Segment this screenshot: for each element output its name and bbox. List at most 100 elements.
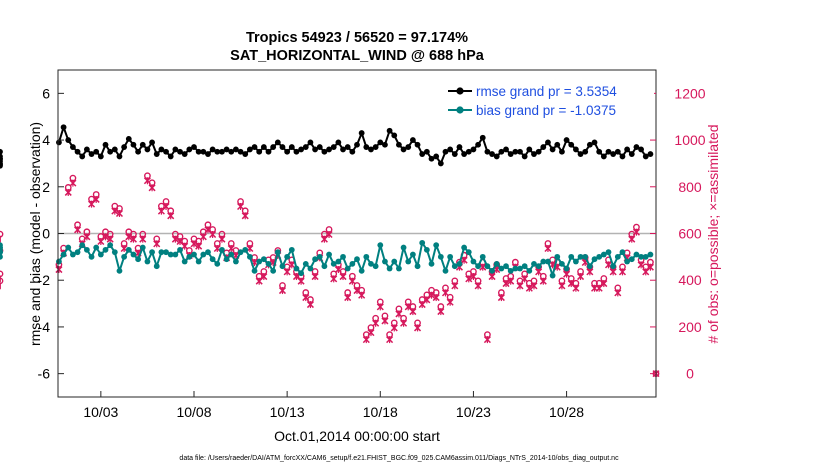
- rmse-point: [135, 148, 142, 155]
- bias-point: [195, 258, 202, 265]
- obs-assimilated-marker: [278, 287, 287, 295]
- rmse-point: [489, 151, 495, 157]
- bias-point: [97, 251, 104, 258]
- y2-tick-label: 600: [678, 226, 702, 242]
- obs-assimilated-marker: [516, 282, 524, 290]
- obs-assimilated-marker: [162, 202, 170, 211]
- bias-point: [517, 265, 523, 272]
- bias-point: [582, 253, 589, 260]
- rmse-point: [647, 151, 654, 157]
- obs-assimilated-marker: [74, 226, 82, 234]
- bias-point: [111, 249, 118, 256]
- obs-assimilated-marker: [646, 263, 654, 271]
- rmse-point: [559, 148, 565, 155]
- rmse-point: [535, 148, 542, 155]
- y-tick-label: -2: [38, 272, 51, 288]
- obs-assimilated-marker: [218, 235, 226, 243]
- rmse-point: [503, 146, 509, 153]
- rmse-point: [484, 148, 491, 155]
- bias-point: [535, 263, 542, 270]
- bias-point: [88, 253, 95, 260]
- rmse-point: [219, 148, 225, 155]
- bias-point: [228, 251, 235, 258]
- bias-point: [316, 253, 323, 260]
- rmse-point: [74, 148, 81, 155]
- legend-bias-label: bias grand pr = -1.0375: [476, 103, 616, 118]
- rmse-point: [191, 144, 197, 150]
- rmse-point: [270, 144, 277, 150]
- rmse-point: [498, 148, 505, 155]
- obs-assimilated-marker: [600, 280, 608, 288]
- obs-assimilated-marker: [521, 275, 529, 283]
- y2-tick-label: 800: [678, 179, 702, 195]
- bias-point: [498, 265, 505, 272]
- obs-assimilated-marker: [367, 329, 375, 337]
- rmse-point: [456, 144, 463, 150]
- bias-point: [186, 253, 193, 260]
- bias-point: [451, 263, 458, 270]
- bias-point: [382, 258, 388, 265]
- obs-assimilated-marker: [483, 336, 491, 344]
- bias-point: [79, 242, 86, 249]
- bias-point: [479, 253, 486, 260]
- plot-area: [0, 124, 660, 378]
- obs-assimilated-marker: [106, 235, 114, 243]
- rmse-point: [209, 146, 216, 153]
- rmse-point: [479, 134, 486, 141]
- obs-assimilated-marker: [469, 273, 477, 281]
- bias-point: [130, 251, 137, 258]
- bias-point: [65, 244, 72, 251]
- bias-point: [0, 253, 3, 260]
- obs-assimilated-marker: [535, 268, 543, 276]
- obs-assimilated-marker: [148, 184, 156, 192]
- rmse-point: [256, 148, 263, 155]
- rmse-point: [465, 148, 472, 155]
- bias-point: [568, 253, 575, 260]
- obs-assimilated-marker: [376, 303, 384, 311]
- rmse-point: [507, 151, 514, 157]
- bias-point: [391, 258, 398, 265]
- y-tick-label: -4: [38, 319, 51, 335]
- obs-assimilated-marker: [488, 273, 496, 281]
- bias-point: [633, 251, 640, 258]
- rmse-point: [293, 148, 300, 155]
- bias-point: [200, 251, 207, 258]
- rmse-point: [433, 153, 440, 160]
- bias-point: [293, 265, 300, 272]
- rmse-point: [149, 139, 155, 146]
- rmse-point: [624, 146, 631, 153]
- rmse-point: [582, 148, 589, 155]
- bias-point: [321, 263, 328, 270]
- bias-point: [419, 239, 426, 246]
- rmse-point: [409, 137, 416, 143]
- rmse-point: [363, 144, 370, 150]
- rmse-point: [382, 141, 388, 148]
- y-tick-label: -6: [38, 366, 51, 382]
- legend-rmse-label: rmse grand pr = 3.5354: [476, 84, 617, 99]
- obs-assimilated-marker: [432, 294, 440, 302]
- bias-point: [507, 267, 514, 274]
- obs-assimilated-marker: [167, 212, 175, 220]
- rmse-point: [316, 144, 323, 150]
- obs-assimilated-marker: [465, 275, 473, 283]
- rmse-point: [158, 146, 165, 153]
- bias-point: [107, 242, 114, 249]
- rmse-point: [130, 141, 137, 148]
- obs-assimilated-marker: [237, 202, 245, 211]
- rmse-point: [186, 146, 193, 153]
- rmse-point: [400, 146, 407, 153]
- bias-point: [330, 260, 337, 267]
- rmse-point: [163, 148, 169, 155]
- rmse-point: [298, 146, 305, 153]
- obs-assimilated-marker: [330, 275, 338, 283]
- axis-ticks: -6 -4 -2 0 2 4 6 0 200 400 600 800 1000 1200 10/03 10/0…: [38, 85, 706, 420]
- rmse-point: [405, 144, 412, 150]
- rmse-point: [116, 153, 123, 160]
- rmse-point: [233, 146, 239, 153]
- y-axis-label: rmse and bias (model - observation): [27, 122, 43, 346]
- rmse-point: [312, 146, 318, 153]
- obs-possible-marker: [0, 270, 4, 278]
- obs-assimilated-marker: [628, 235, 636, 243]
- obs-assimilated-marker: [297, 277, 305, 285]
